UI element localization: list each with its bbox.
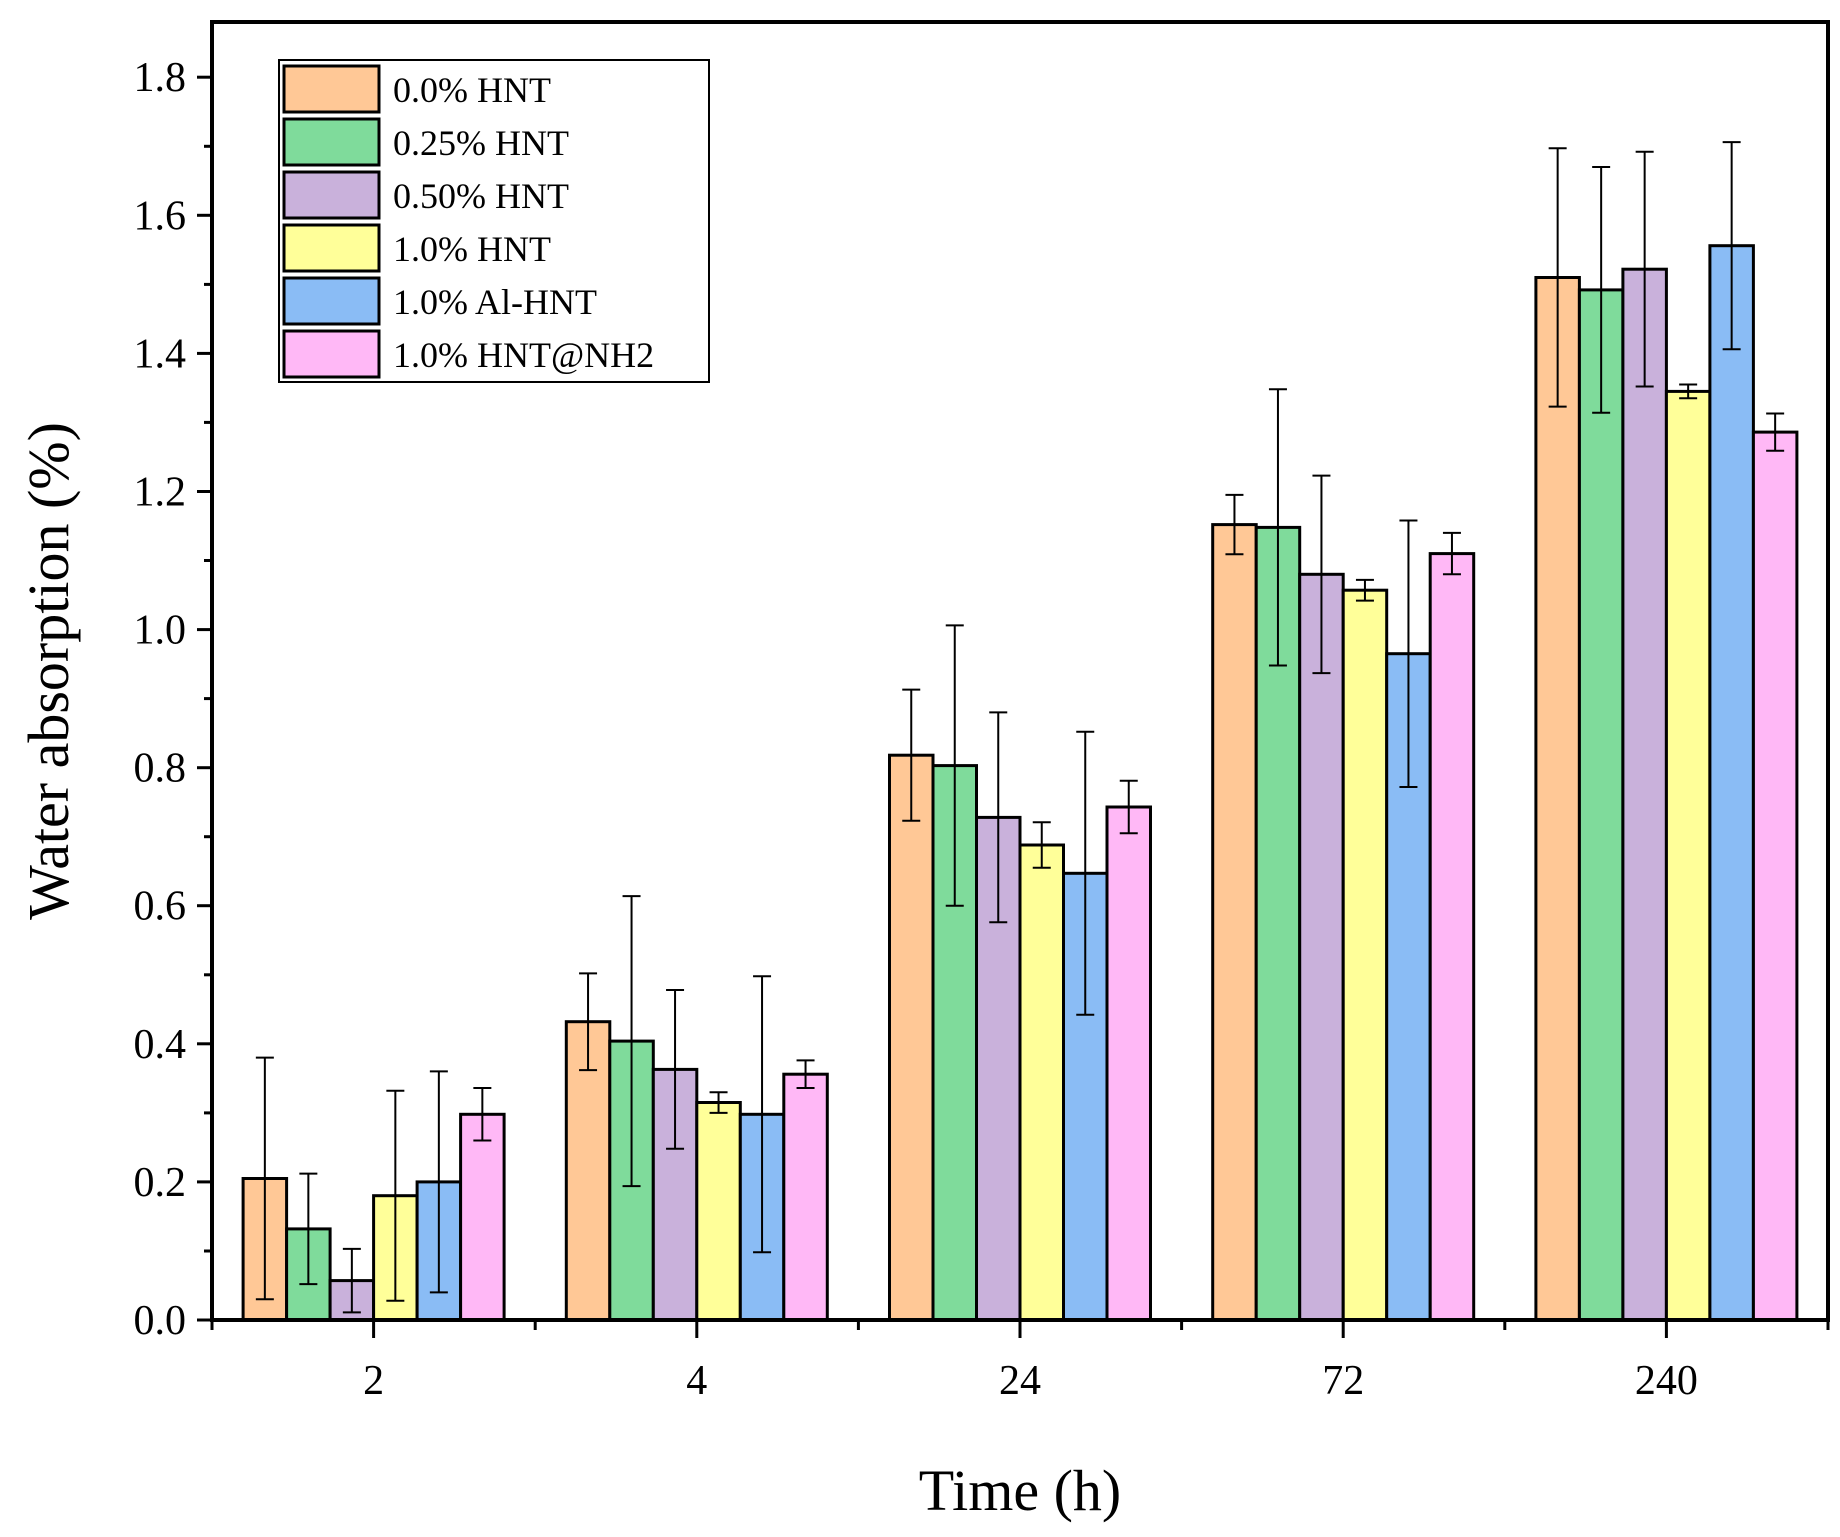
bar [782,1072,829,1322]
y-axis-title: Water absorption (%) [16,422,81,920]
bar [1534,276,1581,1322]
x-axis: 2 4 24 72 240 [210,1320,1830,1404]
legend-label: 1.0% HNT@NH2 [393,335,654,375]
bar [1298,572,1345,1322]
error-bars-layer [255,141,1785,1314]
legend-label: 0.0% HNT [393,70,551,110]
bar [1751,430,1799,1322]
y-tick-label: 0.4 [134,1022,187,1068]
legend-swatch [282,64,381,114]
x-tick-label: 2 [363,1358,384,1404]
bar [888,753,935,1322]
y-tick-label: 1.4 [134,331,187,377]
bar [459,1112,506,1322]
x-tick-label: 72 [1322,1358,1364,1404]
x-axis-title: Time (h) [919,1458,1122,1523]
legend-label: 1.0% HNT [393,229,551,269]
bar [1428,552,1476,1322]
bar [1708,244,1755,1322]
legend-swatch [282,276,381,326]
y-tick-label: 0.2 [134,1160,187,1206]
legend-label: 1.0% Al-HNT [393,282,597,322]
bar [1341,588,1389,1322]
bar [1621,267,1668,1322]
x-tick-label: 4 [686,1358,707,1404]
y-tick-label: 1.8 [134,55,187,101]
legend-swatch [282,223,381,273]
bar [1211,523,1258,1322]
bar [1577,288,1625,1322]
bar [1105,805,1152,1322]
bar [1062,871,1109,1322]
legend-label: 0.50% HNT [393,176,569,216]
legend-swatch [282,117,381,167]
bar [1018,843,1065,1322]
y-tick-label: 0.0 [134,1298,187,1344]
y-tick-label: 1.6 [134,193,187,239]
legend-swatch [282,170,381,220]
x-tick-label: 240 [1635,1358,1698,1404]
x-tick-label: 24 [999,1358,1041,1404]
legend-box [278,59,710,383]
y-tick-label: 1.2 [134,470,187,516]
legend: 0.0% HNT 0.25% HNT 0.50% HNT 1.0% HNT 1.0% A… [278,59,710,383]
y-tick-label: 0.6 [134,884,187,930]
y-axis: 0.0 0.2 0.4 0.6 0.8 1.0 1.2 1.4 1.6 1.8 [134,55,212,1344]
bar [1664,389,1712,1322]
bar [695,1101,742,1322]
y-tick-label: 0.8 [134,746,187,792]
legend-label: 0.25% HNT [393,123,569,163]
y-tick-label: 1.0 [134,608,187,654]
legend-swatch [282,329,381,379]
